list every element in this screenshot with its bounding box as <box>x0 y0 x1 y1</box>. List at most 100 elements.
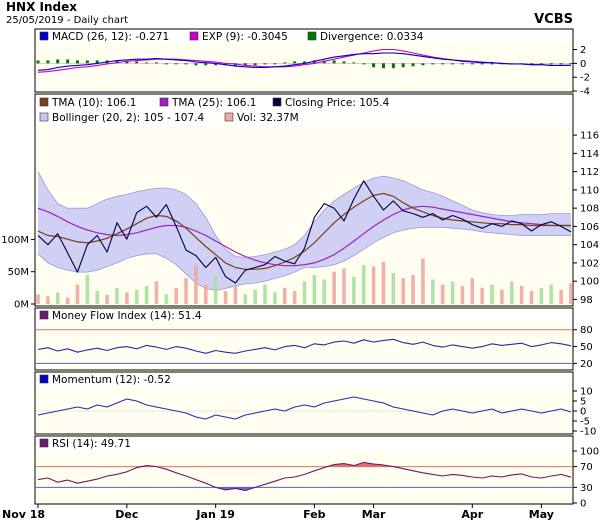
price-panel-legend-item: TMA (10): 106.1 <box>39 97 136 109</box>
volume-bar <box>361 265 366 304</box>
divergence-bar <box>312 60 316 64</box>
macd-plot <box>36 48 573 73</box>
divergence-bar <box>263 63 267 65</box>
volume-bar <box>519 285 524 304</box>
divergence-bar <box>145 62 149 64</box>
rsi-overbought-fill <box>363 462 374 467</box>
divergence-bar <box>46 60 50 64</box>
price-panel-ytick-label: 98 <box>580 295 593 306</box>
volume-bar <box>490 284 494 304</box>
bollinger-band <box>38 171 571 291</box>
bollinger-upper <box>37 171 571 258</box>
divergence-bar <box>381 63 385 69</box>
divergence-bar <box>125 61 129 64</box>
price-panel-ytick-label: 116 <box>580 131 599 142</box>
legend-label: MACD (26, 12): -0.271 <box>52 31 169 43</box>
momentum-panel-ytick-label: 10 <box>580 387 593 398</box>
legend-swatch <box>307 31 317 41</box>
rsi-panel-ytick-label: 30 <box>580 483 593 494</box>
volume-bar <box>144 285 149 304</box>
volume-bar <box>134 289 139 304</box>
divergence-bar <box>391 63 395 69</box>
price-panel-legend-item: Closing Price: 105.4 <box>272 97 390 109</box>
mfi-legend-strip <box>36 309 572 322</box>
xtick-label: Feb <box>303 508 326 521</box>
volume-bar <box>105 294 109 304</box>
divergence-bar <box>154 62 158 64</box>
rsi-panel-legend-item: RSI (14): 49.71 <box>39 438 131 450</box>
mfi-panel-ytick-label: 50 <box>580 342 593 353</box>
volume-bar <box>164 294 169 304</box>
tma10-line <box>37 192 571 270</box>
volume-bar <box>263 284 267 304</box>
tma25-line <box>37 205 571 267</box>
rsi-panel-ytick-label: 100 <box>580 447 599 458</box>
divergence-bar <box>569 63 573 65</box>
volume-bar <box>312 274 317 304</box>
volume-bar <box>302 281 307 304</box>
volume-bar <box>569 283 573 304</box>
volume-bar <box>470 278 475 304</box>
rsi-panel <box>34 435 574 505</box>
macd-panel-legend-item: Divergence: 0.0334 <box>307 31 424 43</box>
macd-panel-ytick-label: -4 <box>580 87 590 98</box>
divergence-bar <box>85 60 89 64</box>
volume-bar <box>500 289 504 304</box>
divergence-bar <box>530 63 534 65</box>
mfi-panel-ytick-label: 80 <box>580 325 593 336</box>
momentum-panel-legend-item: Momentum (12): -0.52 <box>39 374 171 386</box>
mfi-panel-legend-item: Money Flow Index (14): 51.4 <box>39 310 202 322</box>
divergence-bar <box>56 59 60 64</box>
divergence-bar <box>441 63 445 65</box>
legend-swatch <box>39 97 49 107</box>
divergence-bar <box>431 63 435 65</box>
divergence-bar <box>214 63 218 66</box>
divergence-bar <box>549 63 553 65</box>
macd-panel-legend-item: MACD (26, 12): -0.271 <box>39 31 169 43</box>
momentum-panel-ytick-label: 5 <box>580 397 586 408</box>
volume-bar <box>371 266 376 304</box>
price-panel-ytick-label: 110 <box>580 185 599 196</box>
volume-bar <box>381 262 386 304</box>
volume-ytick-label: 100M <box>1 235 29 246</box>
rsi-panel-ytick-label: 0 <box>580 499 586 510</box>
volume-bar <box>233 285 238 304</box>
legend-swatch <box>189 31 199 41</box>
legend-label: Closing Price: 105.4 <box>285 97 390 109</box>
x-axis: Nov 18 Dec Jan 19 Feb Mar Apr May <box>2 504 554 521</box>
chart-subtitle: 25/05/2019 - Daily chart <box>6 15 128 26</box>
divergence-bar <box>352 62 356 64</box>
volume-bar <box>539 287 544 304</box>
divergence-bar <box>66 59 70 64</box>
volume-bar <box>450 281 455 304</box>
legend-label: TMA (25): 106.1 <box>171 97 256 109</box>
volume-bar <box>391 272 396 304</box>
xtick-label: May <box>529 508 554 521</box>
volume-bar <box>282 287 287 304</box>
divergence-bar <box>204 63 208 66</box>
divergence-bar <box>115 60 119 64</box>
volume-bar <box>480 287 484 304</box>
divergence-bar <box>283 62 287 64</box>
volume-bar <box>440 284 445 304</box>
xtick-label: Mar <box>362 508 386 521</box>
divergence-bar <box>164 63 168 65</box>
price-panel-ytick-label: 102 <box>580 258 599 269</box>
volume-bar <box>273 292 277 304</box>
legend-swatch <box>224 112 234 122</box>
volume-bar <box>95 291 100 304</box>
momentum-panel <box>34 371 574 435</box>
volume-bar <box>431 279 435 304</box>
xtick-label: Jan 19 <box>195 508 234 521</box>
divergence-bar <box>36 60 40 64</box>
price-panel-ytick-label: 114 <box>580 149 599 160</box>
momentum-panel-line <box>37 396 572 420</box>
divergence-bar <box>470 63 474 65</box>
mfi-panel <box>34 307 574 371</box>
volume-bar <box>253 289 257 304</box>
rsi-panel-plot <box>36 461 572 492</box>
legend-label: RSI (14): 49.71 <box>52 438 131 450</box>
divergence-bar <box>451 63 455 65</box>
price-panel-ytick-label: 104 <box>580 240 599 251</box>
